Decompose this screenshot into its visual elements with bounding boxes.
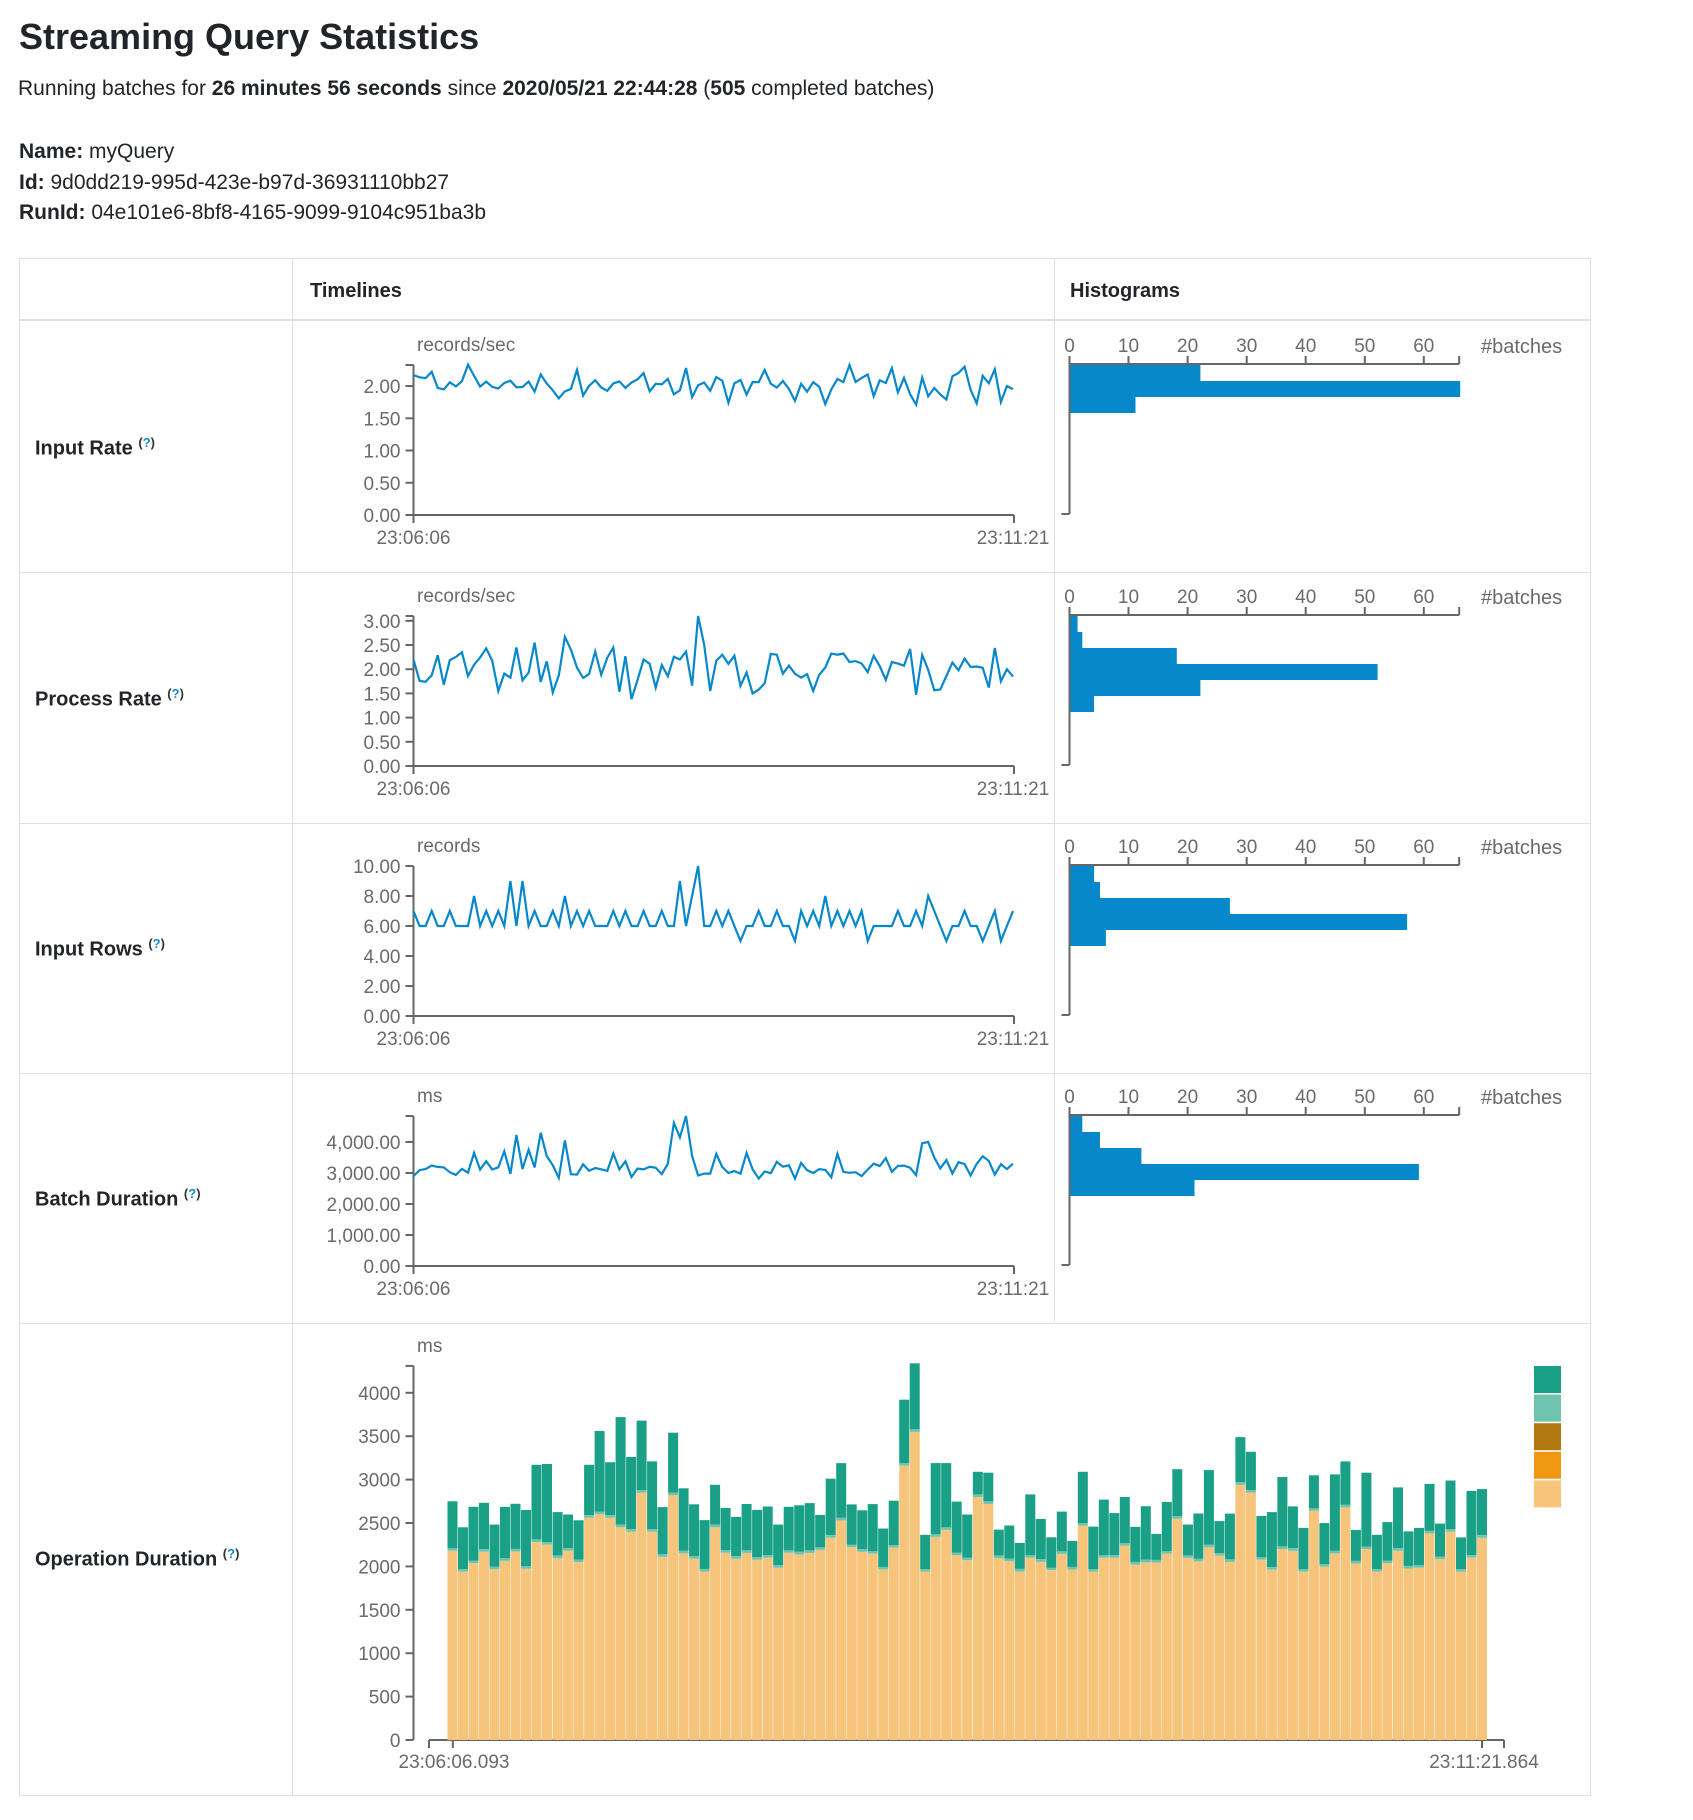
svg-text:0.00: 0.00 [364,506,401,527]
svg-text:60: 60 [1413,336,1434,357]
svg-text:#batches: #batches [1481,587,1562,609]
svg-text:1.00: 1.00 [364,709,401,730]
svg-text:records/sec: records/sec [417,586,515,607]
svg-text:3,000.00: 3,000.00 [327,1164,401,1185]
svg-text:30: 30 [1236,336,1257,357]
svg-text:20: 20 [1177,587,1198,608]
svg-text:0.50: 0.50 [364,733,401,754]
svg-text:40: 40 [1295,1087,1316,1108]
svg-text:20: 20 [1177,1087,1198,1108]
svg-text:23:06:06: 23:06:06 [377,1029,451,1050]
svg-text:0.00: 0.00 [364,1257,401,1278]
svg-text:40: 40 [1295,336,1316,357]
svg-text:10: 10 [1118,587,1139,608]
svg-text:0: 0 [1064,336,1075,357]
svg-text:8.00: 8.00 [364,887,401,908]
svg-text:2.00: 2.00 [364,660,401,681]
svg-text:4.00: 4.00 [364,947,401,968]
svg-text:50: 50 [1354,1087,1375,1108]
svg-text:3.00: 3.00 [364,612,401,633]
svg-text:50: 50 [1354,837,1375,858]
svg-text:1500: 1500 [358,1601,400,1622]
svg-text:23:06:06: 23:06:06 [377,528,451,549]
svg-text:60: 60 [1413,837,1434,858]
svg-text:ms: ms [417,1086,442,1107]
svg-text:0: 0 [390,1731,401,1752]
svg-text:1.50: 1.50 [364,409,401,430]
svg-text:0.00: 0.00 [364,1007,401,1028]
svg-text:20: 20 [1177,837,1198,858]
svg-text:10: 10 [1118,336,1139,357]
svg-text:60: 60 [1413,587,1434,608]
svg-text:#batches: #batches [1481,1087,1562,1109]
svg-text:1.00: 1.00 [364,442,401,463]
svg-text:23:11:21: 23:11:21 [977,1279,1050,1300]
svg-text:4000: 4000 [358,1384,400,1405]
svg-text:10.00: 10.00 [353,857,401,878]
svg-text:20: 20 [1177,336,1198,357]
svg-text:23:11:21.864: 23:11:21.864 [1429,1752,1539,1773]
svg-text:0: 0 [1064,587,1075,608]
svg-text:6.00: 6.00 [364,917,401,938]
svg-text:2.00: 2.00 [364,377,401,398]
svg-text:10: 10 [1118,837,1139,858]
svg-text:23:11:21: 23:11:21 [977,1029,1050,1050]
svg-text:50: 50 [1354,587,1375,608]
svg-text:0: 0 [1064,837,1075,858]
svg-text:0.00: 0.00 [364,757,401,778]
svg-text:500: 500 [369,1688,401,1709]
svg-text:10: 10 [1118,1087,1139,1108]
svg-text:#batches: #batches [1481,336,1562,358]
svg-text:23:06:06: 23:06:06 [377,1279,451,1300]
svg-text:2.00: 2.00 [364,977,401,998]
svg-text:#batches: #batches [1481,837,1562,859]
svg-text:2500: 2500 [358,1514,400,1535]
svg-text:23:06:06: 23:06:06 [377,779,451,800]
svg-text:2.50: 2.50 [364,636,401,657]
svg-text:0: 0 [1064,1087,1075,1108]
svg-text:ms: ms [417,1336,442,1357]
svg-text:30: 30 [1236,837,1257,858]
svg-text:records/sec: records/sec [417,335,515,356]
svg-text:1.50: 1.50 [364,684,401,705]
svg-text:2,000.00: 2,000.00 [327,1195,401,1216]
svg-text:2000: 2000 [358,1557,400,1578]
svg-text:0.50: 0.50 [364,474,401,495]
svg-text:60: 60 [1413,1087,1434,1108]
svg-text:23:11:21: 23:11:21 [977,528,1050,549]
svg-text:3500: 3500 [358,1427,400,1448]
svg-text:3000: 3000 [358,1471,400,1492]
svg-text:40: 40 [1295,587,1316,608]
svg-text:40: 40 [1295,837,1316,858]
svg-text:records: records [417,836,480,857]
svg-text:23:06:06.093: 23:06:06.093 [399,1752,510,1773]
svg-text:4,000.00: 4,000.00 [327,1133,401,1154]
svg-text:1,000.00: 1,000.00 [327,1226,401,1247]
svg-text:30: 30 [1236,1087,1257,1108]
svg-text:1000: 1000 [358,1644,400,1665]
svg-text:50: 50 [1354,336,1375,357]
svg-text:23:11:21: 23:11:21 [977,779,1050,800]
svg-text:30: 30 [1236,587,1257,608]
